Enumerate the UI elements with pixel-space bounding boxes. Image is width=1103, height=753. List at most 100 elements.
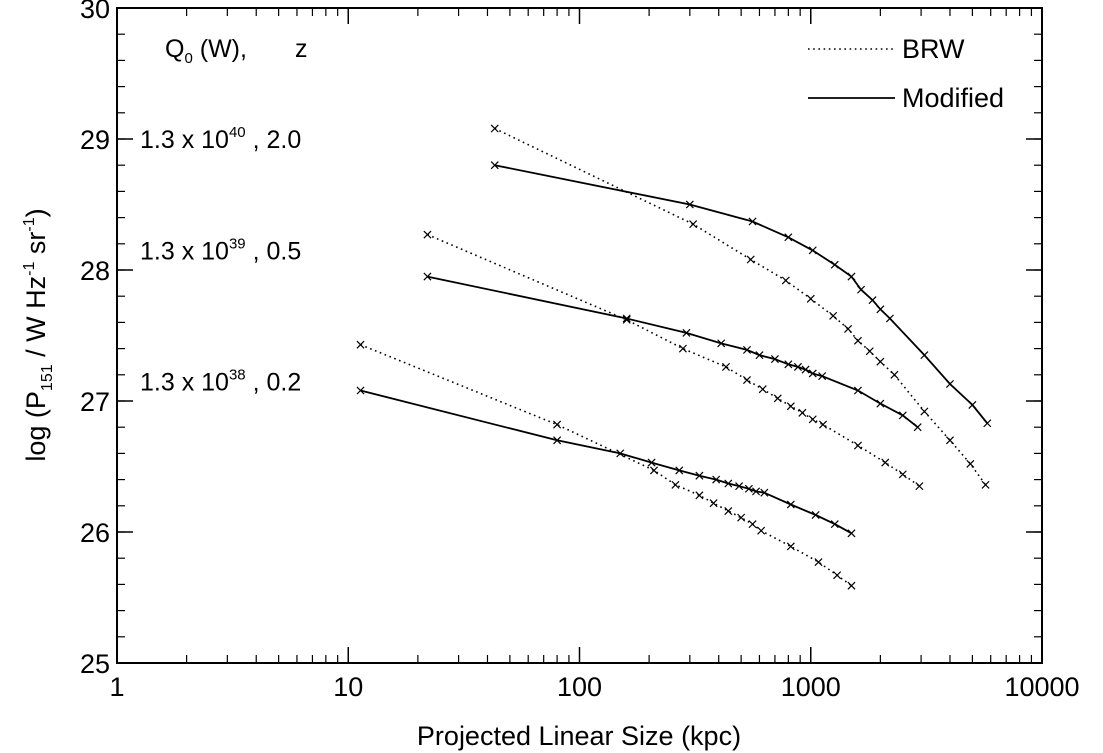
data-point-marker: [833, 571, 842, 580]
group-annotation-suffix: , 0.5: [246, 237, 302, 265]
data-point-marker: [876, 399, 885, 408]
y-tick-label: 25: [80, 649, 110, 679]
group-annotation-prefix: 1.3 x 10: [140, 237, 229, 265]
data-point-marker: [945, 379, 955, 388]
data-point-marker: [801, 365, 810, 374]
data-point-marker: [678, 344, 687, 353]
data-point-marker: [847, 529, 856, 538]
data-point-marker: [876, 357, 885, 366]
data-point-marker: [616, 449, 625, 458]
data-point-marker: [786, 500, 795, 509]
data-point-marker: [814, 558, 823, 567]
legend-layer: BRW Modified: [808, 34, 1004, 113]
data-point-marker: [786, 402, 795, 411]
data-point-marker: [915, 482, 924, 491]
data-point-marker: [898, 470, 907, 479]
data-point-marker: [830, 520, 839, 529]
data-point-marker: [829, 311, 838, 320]
series-line-6-solid: [360, 389, 852, 535]
data-point-marker: [649, 466, 659, 475]
y-tick-label: 26: [80, 518, 110, 548]
data-point-marker: [981, 480, 990, 489]
data-point-marker: [818, 420, 828, 429]
series-layer: [356, 124, 992, 590]
data-point-marker: [735, 482, 744, 491]
data-point-marker: [808, 369, 817, 378]
data-point-marker: [811, 510, 820, 519]
data-point-marker: [724, 479, 733, 488]
data-point-marker: [356, 386, 365, 395]
data-point-marker: [712, 475, 721, 484]
group-annotation-exp: 38: [229, 366, 246, 383]
data-point-marker: [671, 480, 680, 489]
y-axis-title-sup1: -1: [21, 262, 38, 276]
data-point-marker: [490, 124, 499, 133]
data-point-marker: [553, 420, 562, 429]
header-annotation: Q0 (W),: [165, 35, 247, 67]
series-line-2-solid: [494, 164, 988, 424]
data-point-marker: [876, 305, 885, 314]
data-point-marker: [818, 372, 827, 381]
data-point-marker: [748, 520, 757, 529]
ticks-layer: 1 10 100 1000 10000 25 26 27 28 29 30: [80, 0, 1080, 702]
data-point-marker: [865, 347, 874, 356]
data-point-marker: [760, 488, 769, 497]
data-point-marker: [742, 376, 752, 385]
data-point-marker: [808, 415, 817, 424]
data-point-marker: [945, 436, 955, 445]
data-point-marker: [748, 217, 757, 226]
data-point-marker: [847, 272, 856, 281]
data-point-marker: [423, 272, 432, 281]
data-point-marker: [746, 255, 755, 264]
series-line-1-dotted: [494, 127, 987, 486]
legend-label-solid: Modified: [902, 83, 1004, 113]
data-point-marker: [844, 324, 853, 333]
y-axis-title-sub: 151: [39, 364, 56, 391]
data-point-marker: [695, 471, 704, 480]
header-q: Q: [165, 35, 184, 63]
header-q-sub: 0: [184, 50, 192, 67]
group-annotation-2: 1.3 x 1039 , 0.5: [140, 235, 301, 265]
data-point-marker: [770, 355, 779, 364]
data-point-marker: [920, 407, 929, 416]
data-point-marker: [898, 411, 907, 420]
y-axis-title-post: ): [21, 208, 51, 217]
data-point-marker: [724, 507, 733, 516]
data-point-marker: [423, 230, 432, 239]
y-axis-title-pre: log (P: [21, 391, 51, 462]
y-tick-label: 30: [80, 0, 110, 24]
y-tick-label: 27: [80, 387, 110, 417]
data-point-marker: [847, 581, 856, 590]
data-point-marker: [717, 339, 726, 348]
data-point-marker: [853, 336, 862, 345]
data-point-marker: [781, 276, 790, 285]
group-annotation-1: 1.3 x 1040 , 2.0: [140, 124, 301, 154]
data-point-marker: [757, 526, 766, 535]
data-point-marker: [622, 314, 631, 323]
y-axis-title: log (P151 / W Hz-1 sr-1): [21, 208, 56, 461]
x-tick-label: 10: [333, 672, 363, 702]
data-point-marker: [920, 351, 929, 360]
group-annotation-exp: 40: [229, 124, 246, 141]
y-axis-title-mid2: sr: [21, 232, 51, 262]
series-line-5-dotted: [360, 343, 852, 587]
data-point-marker: [853, 386, 862, 395]
data-point-marker: [786, 542, 795, 551]
data-point-marker: [793, 362, 802, 371]
header-rest: (W),: [193, 35, 247, 63]
data-point-marker: [490, 161, 499, 170]
data-point-marker: [913, 423, 922, 432]
y-tick-label: 28: [80, 256, 110, 286]
legend-label-dotted: BRW: [902, 34, 965, 64]
x-tick-label: 100: [557, 672, 602, 702]
data-point-marker: [689, 220, 698, 229]
data-point-marker: [553, 436, 562, 445]
data-point-marker: [773, 394, 782, 403]
x-axis-title: Projected Linear Size (kpc): [417, 721, 741, 751]
data-point-marker: [356, 340, 365, 349]
data-point-marker: [857, 285, 866, 294]
annotation-layer: Q0 (W), z1.3 x 1040 , 2.01.3 x 1039 , 0.5…: [140, 35, 308, 396]
data-point-marker: [647, 458, 656, 467]
